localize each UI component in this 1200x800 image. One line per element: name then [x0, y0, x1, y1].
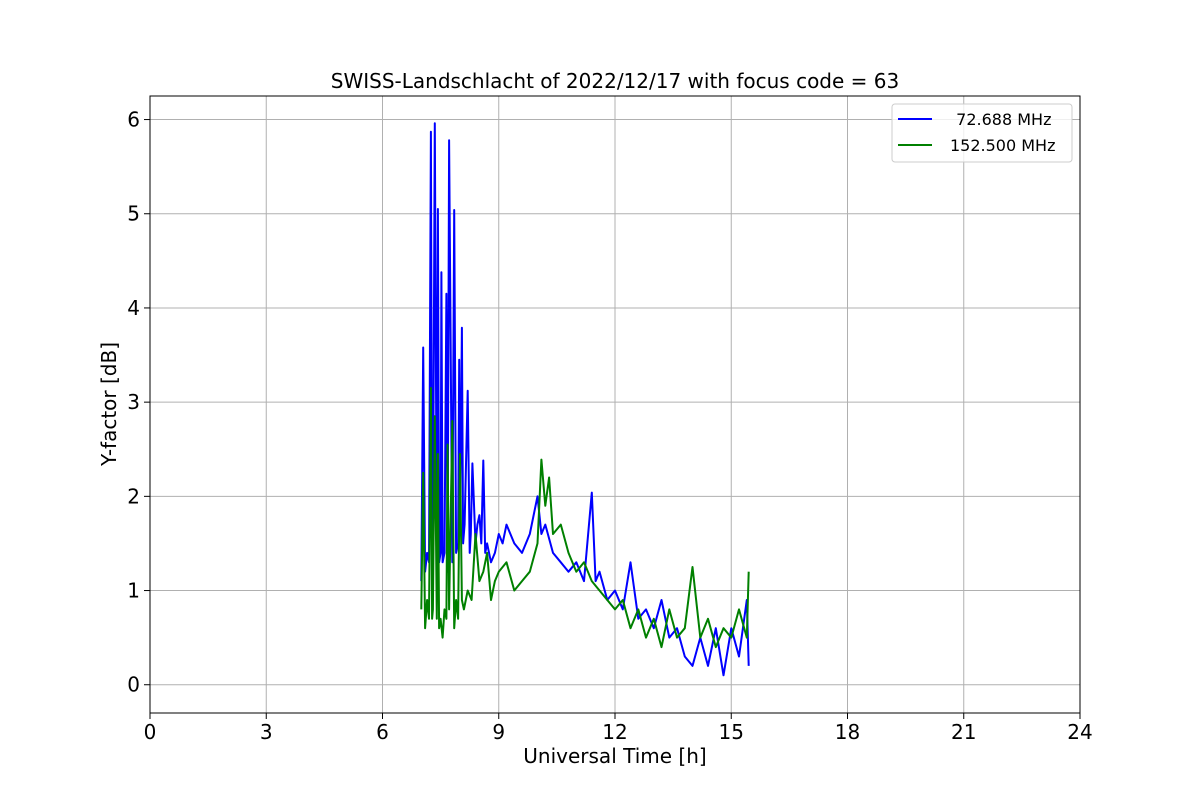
y-tick-label: 0: [127, 673, 140, 697]
x-tick-label: 21: [951, 720, 976, 744]
y-axis-label: Y-factor [dB]: [97, 342, 121, 467]
x-tick-label: 6: [376, 720, 389, 744]
x-tick-label: 3: [260, 720, 273, 744]
y-tick-label: 5: [127, 202, 140, 226]
y-tick-label: 3: [127, 390, 140, 414]
legend-label-series-1: 72.688 MHz: [946, 110, 1051, 129]
series-lines: [420, 122, 750, 677]
y-tick-label: 4: [127, 296, 140, 320]
x-tick-label: 0: [144, 720, 157, 744]
legend: 72.688 MHz 152.500 MHz: [891, 103, 1073, 163]
series-line-1: [420, 122, 750, 677]
legend-label-series-2: 152.500 MHz: [950, 136, 1055, 155]
grid: [149, 96, 1081, 713]
series-line-2: [420, 387, 750, 649]
x-tick-label: 24: [1067, 720, 1092, 744]
chart-title: SWISS-Landschlacht of 2022/12/17 with fo…: [331, 69, 899, 93]
y-tick-label: 6: [127, 108, 140, 132]
y-tick-label: 2: [127, 484, 140, 508]
x-tick-label: 9: [492, 720, 505, 744]
x-axis-label: Universal Time [h]: [523, 744, 706, 768]
x-tick-label: 18: [835, 720, 860, 744]
y-tick-label: 1: [127, 579, 140, 603]
x-tick-label: 15: [719, 720, 744, 744]
legend-box: [891, 103, 1073, 163]
x-tick-label: 12: [602, 720, 627, 744]
